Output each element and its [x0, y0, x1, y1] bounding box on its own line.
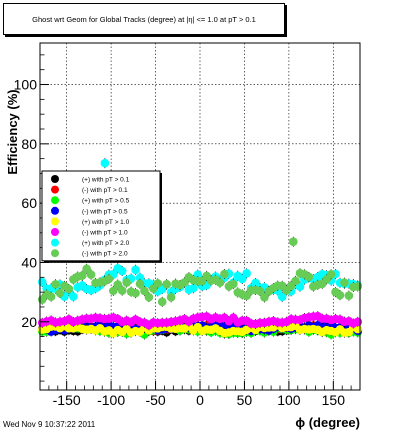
data-point [326, 270, 336, 279]
legend-entry-label: (+) with pT > 0.5 [82, 198, 130, 205]
x-tick-label: -100 [97, 392, 125, 408]
data-point [135, 279, 145, 289]
data-point [353, 317, 363, 327]
legend-entry-label: (+) with pT > 1.0 [82, 219, 130, 226]
x-axis-title: ϕ (degree) [295, 415, 360, 430]
legend-marker [51, 196, 59, 205]
data-point [104, 274, 114, 284]
data-point [113, 280, 123, 289]
data-point [157, 297, 167, 307]
y-tick-label: 100 [14, 77, 38, 93]
legend-entry-label: (+) with pT > 2.0 [82, 240, 130, 247]
data-point [140, 286, 149, 296]
x-tick-label: 0 [196, 392, 204, 408]
data-point [215, 278, 225, 287]
legend-marker [51, 228, 59, 236]
data-point [131, 265, 140, 275]
data-points [37, 158, 363, 340]
legend-entry-label: (-) with pT > 1.0 [82, 230, 128, 237]
data-point [277, 292, 287, 302]
legend-marker [51, 238, 59, 247]
data-point [55, 288, 65, 298]
data-point [51, 279, 60, 289]
data-point [82, 264, 91, 274]
legend-marker [51, 206, 59, 215]
x-tick-label: 150 [322, 392, 346, 408]
data-point [260, 293, 269, 302]
data-point [69, 292, 78, 301]
chart-title: Ghost wrt Geom for Global Tracks (degree… [3, 3, 285, 35]
data-point [144, 292, 154, 302]
data-point [304, 272, 314, 282]
legend: (+) with pT > 0.1 (-) with pT > 0.1 (+) wi… [41, 170, 162, 263]
legend-marker [51, 249, 59, 258]
x-tick-label: -50 [145, 392, 165, 408]
data-point [344, 291, 354, 300]
data-point [255, 286, 265, 296]
data-point [122, 278, 131, 287]
data-point [117, 286, 127, 295]
y-axis-title: Efficiency (%) [5, 89, 20, 174]
legend-entry-label: (-) with pT > 0.1 [82, 187, 128, 194]
legend-marker [51, 175, 59, 183]
y-tick-label: 60 [21, 195, 37, 211]
data-point [64, 284, 74, 294]
data-point [100, 158, 110, 168]
data-point [86, 270, 96, 279]
series-8 [37, 236, 363, 307]
data-point [291, 276, 300, 286]
data-point [117, 266, 127, 276]
series-5 [37, 320, 363, 339]
data-point [289, 237, 298, 247]
data-point [242, 269, 251, 278]
data-point [166, 292, 176, 302]
timestamp: Wed Nov 9 10:37:22 2011 [3, 420, 96, 429]
legend-entry-label: (-) with pT > 0.5 [82, 208, 128, 215]
data-point [131, 288, 140, 298]
data-point [46, 292, 56, 301]
data-point [229, 279, 238, 289]
data-point [335, 290, 345, 300]
data-point [220, 269, 229, 279]
legend-marker [51, 217, 59, 226]
tick-labels: -150 -100 -50 0 50 100 150 20 40 60 80 100 [14, 77, 346, 408]
legend-entry-label: (-) with pT > 2.0 [82, 251, 128, 258]
x-tick-label: -150 [53, 392, 81, 408]
x-tick-label: 100 [277, 392, 301, 408]
data-point [153, 279, 163, 288]
data-point [162, 279, 171, 289]
data-point [353, 282, 363, 291]
y-tick-label: 80 [21, 136, 37, 152]
legend-marker [51, 185, 59, 194]
x-tick-label: 50 [237, 392, 253, 408]
legend-entry-label: (+) with pT > 0.1 [82, 177, 130, 184]
data-point [109, 286, 118, 296]
data-point [77, 271, 87, 280]
legend-box [41, 170, 161, 262]
data-point [340, 278, 349, 287]
data-point [189, 283, 198, 293]
y-tick-label: 40 [21, 254, 37, 270]
y-tick-label: 20 [21, 314, 37, 330]
